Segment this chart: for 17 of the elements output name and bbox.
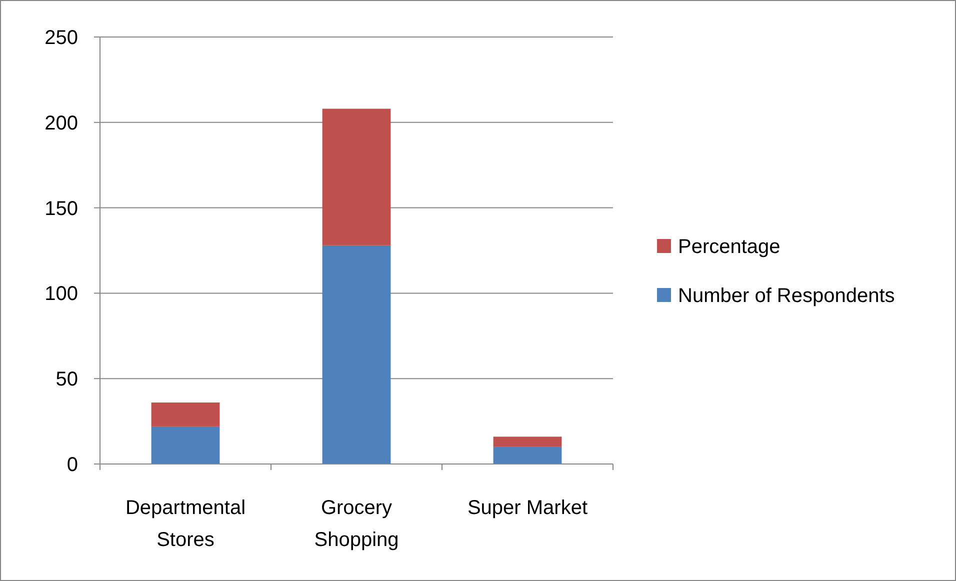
bar bbox=[151, 402, 220, 426]
x-tick-label: Departmental Stores bbox=[125, 497, 246, 551]
y-tick-label: 250 bbox=[44, 27, 78, 49]
bar bbox=[322, 108, 391, 246]
x-tick-label: Grocery Shopping bbox=[314, 497, 399, 551]
y-tick-label: 150 bbox=[44, 198, 78, 220]
x-tick-label: Super Market bbox=[467, 497, 588, 519]
y-tick-label: 200 bbox=[44, 112, 78, 134]
bar bbox=[493, 436, 562, 447]
legend-label: Percentage bbox=[678, 236, 780, 258]
bar bbox=[151, 426, 220, 464]
legend-label: Number of Respondents bbox=[678, 285, 895, 307]
y-tick-label: 100 bbox=[44, 283, 78, 306]
bar bbox=[322, 245, 391, 464]
bar bbox=[493, 446, 562, 464]
y-tick-label: 50 bbox=[56, 368, 78, 391]
y-tick-label: 0 bbox=[66, 454, 78, 476]
